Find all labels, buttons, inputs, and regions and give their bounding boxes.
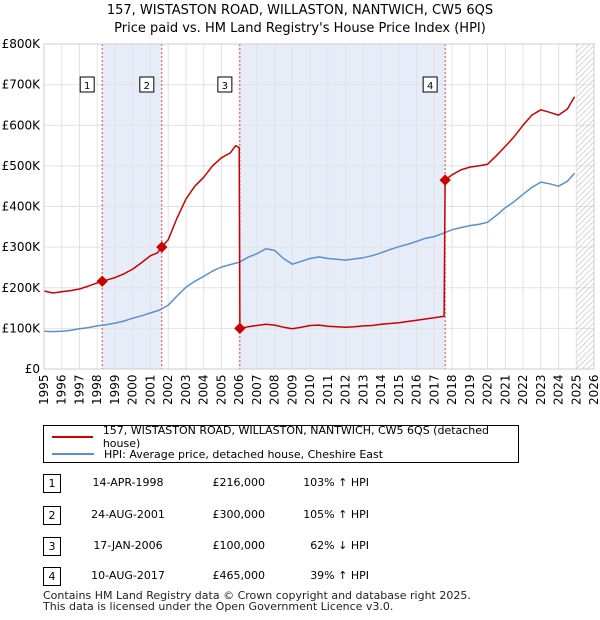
forecast-hatch xyxy=(576,44,594,369)
transaction-price: £465,000 xyxy=(193,569,265,582)
y-tick-label: £0 xyxy=(25,362,40,376)
transaction-label-text: 1 xyxy=(84,81,90,92)
legend-swatch-hpi xyxy=(52,453,94,455)
x-tick-label: 2023 xyxy=(534,374,548,405)
transaction-price: £100,000 xyxy=(193,539,265,552)
x-tick-label: 2019 xyxy=(463,374,477,405)
y-tick-label: £800K xyxy=(2,37,42,51)
y-tick-label: £700K xyxy=(2,78,42,92)
x-tick-label: 2003 xyxy=(179,374,193,405)
price-chart: 157, WISTASTON ROAD, WILLASTON, NANTWICH… xyxy=(0,0,600,420)
transaction-label-text: 2 xyxy=(144,81,150,92)
x-tick-label: 2022 xyxy=(516,374,530,405)
y-tick-label: £200K xyxy=(2,281,42,295)
transaction-marker-label: 3 xyxy=(43,537,61,556)
x-tick-label: 2005 xyxy=(214,374,228,405)
x-tick-label: 2015 xyxy=(392,374,406,405)
x-tick-label: 2009 xyxy=(285,374,299,405)
legend-swatch-property xyxy=(52,436,93,438)
x-tick-label: 2004 xyxy=(197,374,211,405)
transaction-hpi-change: 103% ↑ HPI xyxy=(275,476,369,489)
transaction-date: 24-AUG-2001 xyxy=(83,508,173,521)
x-tick-label: 2002 xyxy=(161,374,175,405)
x-tick-label: 1999 xyxy=(108,374,122,405)
x-tick-label: 2014 xyxy=(374,374,388,405)
x-tick-label: 2006 xyxy=(232,374,246,405)
x-tick-label: 2007 xyxy=(250,374,264,405)
legend-item-property: 157, WISTASTON ROAD, WILLASTON, NANTWICH… xyxy=(52,429,518,445)
transaction-marker-label: 1 xyxy=(43,474,61,493)
x-tick-label: 2011 xyxy=(321,374,335,405)
x-tick-label: 2024 xyxy=(552,374,566,405)
transaction-hpi-change: 105% ↑ HPI xyxy=(275,508,369,521)
x-tick-label: 2026 xyxy=(587,374,600,405)
y-tick-label: £400K xyxy=(2,200,42,214)
legend-item-hpi: HPI: Average price, detached house, Ches… xyxy=(52,446,383,462)
x-tick-label: 2018 xyxy=(445,374,459,405)
x-tick-label: 2025 xyxy=(569,374,583,405)
transaction-label-text: 4 xyxy=(427,81,433,92)
x-tick-label: 2020 xyxy=(481,374,495,405)
y-tick-label: £500K xyxy=(2,159,42,173)
x-tick-label: 1997 xyxy=(72,374,86,405)
x-tick-label: 2021 xyxy=(498,374,512,405)
transaction-date: 17-JAN-2006 xyxy=(83,539,173,552)
footer-license: This data is licensed under the Open Gov… xyxy=(43,601,471,612)
x-tick-label: 2013 xyxy=(356,374,370,405)
legend: 157, WISTASTON ROAD, WILLASTON, NANTWICH… xyxy=(43,425,519,463)
transaction-date: 14-APR-1998 xyxy=(83,476,173,489)
transaction-price: £300,000 xyxy=(193,508,265,521)
transaction-marker-label: 4 xyxy=(43,567,61,586)
y-tick-label: £300K xyxy=(2,240,42,254)
transaction-hpi-change: 39% ↑ HPI xyxy=(275,569,369,582)
y-tick-label: £600K xyxy=(2,118,42,132)
transaction-marker-label: 2 xyxy=(43,506,61,525)
x-tick-label: 1995 xyxy=(37,374,51,405)
transaction-label-text: 3 xyxy=(222,81,228,92)
transaction-price: £216,000 xyxy=(193,476,265,489)
x-tick-label: 2001 xyxy=(143,374,157,405)
legend-label-hpi: HPI: Average price, detached house, Ches… xyxy=(104,448,383,461)
transaction-hpi-change: 62% ↓ HPI xyxy=(275,539,369,552)
y-tick-label: £100K xyxy=(2,321,42,335)
x-tick-label: 2017 xyxy=(427,374,441,405)
transaction-date: 10-AUG-2017 xyxy=(83,569,173,582)
x-tick-label: 2012 xyxy=(339,374,353,405)
x-tick-label: 2016 xyxy=(410,374,424,405)
x-tick-label: 2000 xyxy=(126,374,140,405)
x-tick-label: 1998 xyxy=(90,374,104,405)
footer: Contains HM Land Registry data © Crown c… xyxy=(43,590,471,612)
chart-subtitle: Price paid vs. HM Land Registry's House … xyxy=(114,21,486,36)
x-tick-label: 1996 xyxy=(55,374,69,405)
chart-title: 157, WISTASTON ROAD, WILLASTON, NANTWICH… xyxy=(107,3,493,18)
x-tick-label: 2008 xyxy=(268,374,282,405)
x-tick-label: 2010 xyxy=(303,374,317,405)
